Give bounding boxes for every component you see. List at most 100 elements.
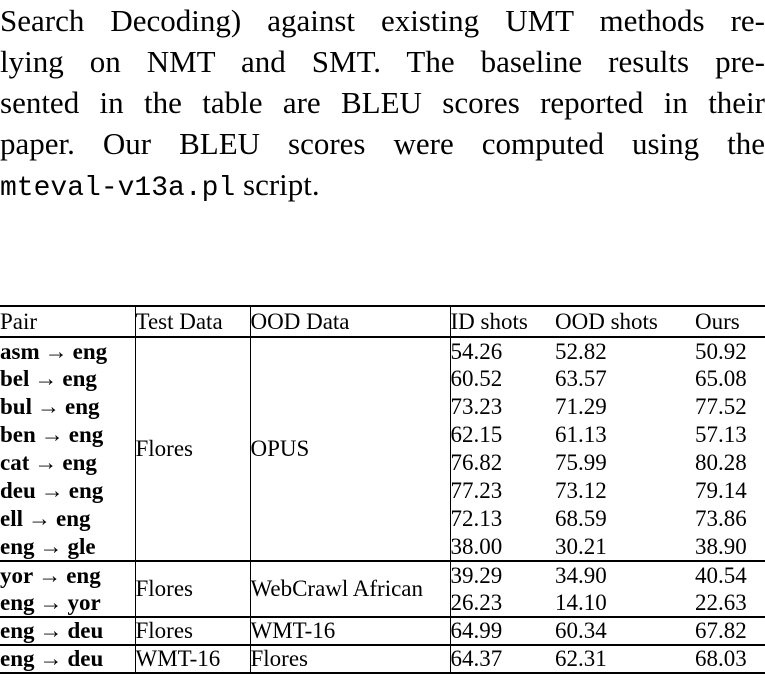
pair-src: eng bbox=[0, 589, 35, 615]
cell-ood-data: WebCrawl African bbox=[250, 560, 451, 617]
pair-src: bel bbox=[0, 366, 30, 391]
header-test-data: Test Data bbox=[135, 306, 251, 338]
cell-ood-shots: 73.12 bbox=[555, 478, 607, 503]
cell-id-shots: 54.26 bbox=[450, 338, 503, 364]
arrow-right-icon: → bbox=[44, 338, 68, 364]
table-row: asm → eng Flores OPUS 54.26 52.82 50.92 bbox=[0, 337, 765, 561]
pair-dst: deu bbox=[67, 646, 104, 671]
cell-id-shots: 77.23 bbox=[450, 478, 503, 503]
pair-src: yor bbox=[0, 562, 34, 588]
cell-ours: 22.63 bbox=[695, 589, 747, 615]
pair-dst: eng bbox=[66, 562, 101, 588]
pair-src: asm bbox=[0, 338, 40, 364]
cell-test-data: Flores bbox=[135, 560, 251, 617]
pair-src: eng bbox=[0, 533, 35, 559]
pair-dst: eng bbox=[56, 506, 91, 531]
cell-ood-shots: 60.34 bbox=[555, 616, 695, 645]
header-row: Pair Test Data OOD Data ID shots OOD sho… bbox=[0, 306, 765, 338]
paragraph-line-tail: script. bbox=[235, 167, 320, 202]
table-row: deu → eng 77.23 73.12 79.14 bbox=[0, 477, 765, 505]
cell-ood-data: Flores bbox=[250, 644, 451, 673]
cell-pair: eng → gle bbox=[0, 533, 136, 561]
cell-pair: eng → yor bbox=[0, 589, 136, 617]
cell-test-data: Flores bbox=[135, 337, 251, 561]
cell-test-data: Flores bbox=[135, 616, 251, 645]
paragraph-line: mteval-v13a.pl script. bbox=[0, 164, 765, 209]
paragraph-line: lying on NMT and SMT. The baseline resul… bbox=[0, 44, 765, 79]
cell-ood-data: OPUS bbox=[250, 337, 451, 561]
cell-ours: 67.82 bbox=[695, 616, 765, 645]
cell-id-shots: 38.00 bbox=[450, 533, 503, 559]
cell-ood-shots: 14.10 bbox=[555, 589, 607, 615]
cell-ood-shots: 75.99 bbox=[555, 450, 607, 475]
cell-id-shots: 62.15 bbox=[450, 422, 503, 447]
cell-id-shots: 64.37 bbox=[450, 644, 555, 673]
table-row: eng → deu WMT-16 Flores 64.37 62.31 68.03 bbox=[0, 644, 765, 673]
cell-ours: 40.54 bbox=[695, 560, 765, 589]
cell-id-shots: 39.29 bbox=[450, 560, 555, 589]
cell-ours: 79.14 bbox=[695, 478, 747, 503]
cell-ours: 68.03 bbox=[695, 644, 765, 673]
table-row: bel → eng 60.52 63.57 65.08 bbox=[0, 365, 765, 393]
cell-ood-shots: 63.57 bbox=[555, 366, 607, 391]
cell-pair: eng → deu bbox=[0, 644, 136, 673]
cell-ood-shots: 52.82 bbox=[555, 338, 607, 364]
table-row: ben → eng 62.15 61.13 57.13 bbox=[0, 421, 765, 449]
cell-ours: 77.52 bbox=[695, 394, 747, 419]
cell-pair: cat → eng bbox=[0, 449, 136, 477]
paragraph-line: paper. Our BLEU scores were computed usi… bbox=[0, 126, 765, 161]
cell-ood-data: WMT-16 bbox=[250, 616, 451, 645]
pair-dst: eng bbox=[68, 478, 104, 503]
cell-id-shots: 76.82 bbox=[450, 450, 503, 475]
table-row: ell → eng 72.13 68.59 73.86 bbox=[0, 505, 765, 533]
cell-ours: 38.90 bbox=[695, 533, 747, 559]
cell-pair: bel → eng bbox=[0, 365, 136, 393]
table-row: eng → gle 38.00 30.21 38.90 bbox=[0, 533, 765, 561]
arrow-right-icon: → bbox=[40, 478, 64, 503]
arrow-right-icon: → bbox=[34, 366, 58, 391]
cell-pair: ben → eng bbox=[0, 421, 136, 449]
arrow-right-icon: → bbox=[36, 394, 60, 419]
arrow-right-icon: → bbox=[39, 618, 63, 643]
pair-src: eng bbox=[0, 618, 35, 643]
cell-ours: 50.92 bbox=[695, 338, 747, 364]
pair-src: ell bbox=[0, 506, 23, 531]
pair-src: eng bbox=[0, 646, 35, 671]
arrow-right-icon: → bbox=[28, 506, 51, 531]
cell-pair: deu → eng bbox=[0, 477, 136, 505]
table-row: bul → eng 73.23 71.29 77.52 bbox=[0, 393, 765, 421]
cell-ours: 65.08 bbox=[695, 366, 747, 391]
table-row: cat → eng 76.82 75.99 80.28 bbox=[0, 449, 765, 477]
cell-id-shots: 26.23 bbox=[450, 589, 503, 615]
pair-src: cat bbox=[0, 450, 30, 475]
body-paragraph: Search Decoding) against existing UMT me… bbox=[0, 0, 765, 209]
pair-dst: gle bbox=[67, 533, 96, 559]
pair-dst: eng bbox=[64, 394, 100, 419]
cell-ours: 73.86 bbox=[695, 506, 747, 531]
header-ours: Ours bbox=[695, 306, 765, 338]
pair-src: ben bbox=[0, 422, 36, 447]
pair-dst: eng bbox=[62, 366, 97, 391]
cell-id-shots: 72.13 bbox=[450, 506, 503, 531]
cell-test-data: WMT-16 bbox=[135, 644, 251, 673]
results-table: Pair Test Data OOD Data ID shots OOD sho… bbox=[0, 305, 765, 674]
table-row: yor → eng Flores WebCrawl African 39.29 34… bbox=[0, 560, 765, 617]
header-id-shots: ID shots bbox=[450, 306, 555, 338]
cell-ood-shots: 61.13 bbox=[555, 422, 607, 447]
cell-pair: bul → eng bbox=[0, 393, 136, 421]
pair-dst: deu bbox=[67, 618, 104, 643]
cell-id-shots: 64.99 bbox=[450, 616, 555, 645]
header-ood-shots: OOD shots bbox=[555, 306, 695, 338]
table-row: eng → yor 26.23 14.10 22.63 bbox=[0, 589, 765, 617]
cell-ours: 80.28 bbox=[695, 450, 747, 475]
pair-dst: eng bbox=[62, 450, 97, 475]
arrow-right-icon: → bbox=[38, 562, 62, 588]
table-row: eng → deu Flores WMT-16 64.99 60.34 67.82 bbox=[0, 616, 765, 645]
arrow-right-icon: → bbox=[34, 450, 58, 475]
paragraph-line: Search Decoding) against existing UMT me… bbox=[0, 3, 765, 38]
code-token: mteval-v13a.pl bbox=[0, 173, 236, 204]
cell-ood-shots: 71.29 bbox=[555, 394, 607, 419]
cell-pair: asm → eng bbox=[0, 337, 136, 365]
cell-ours: 57.13 bbox=[695, 422, 747, 447]
